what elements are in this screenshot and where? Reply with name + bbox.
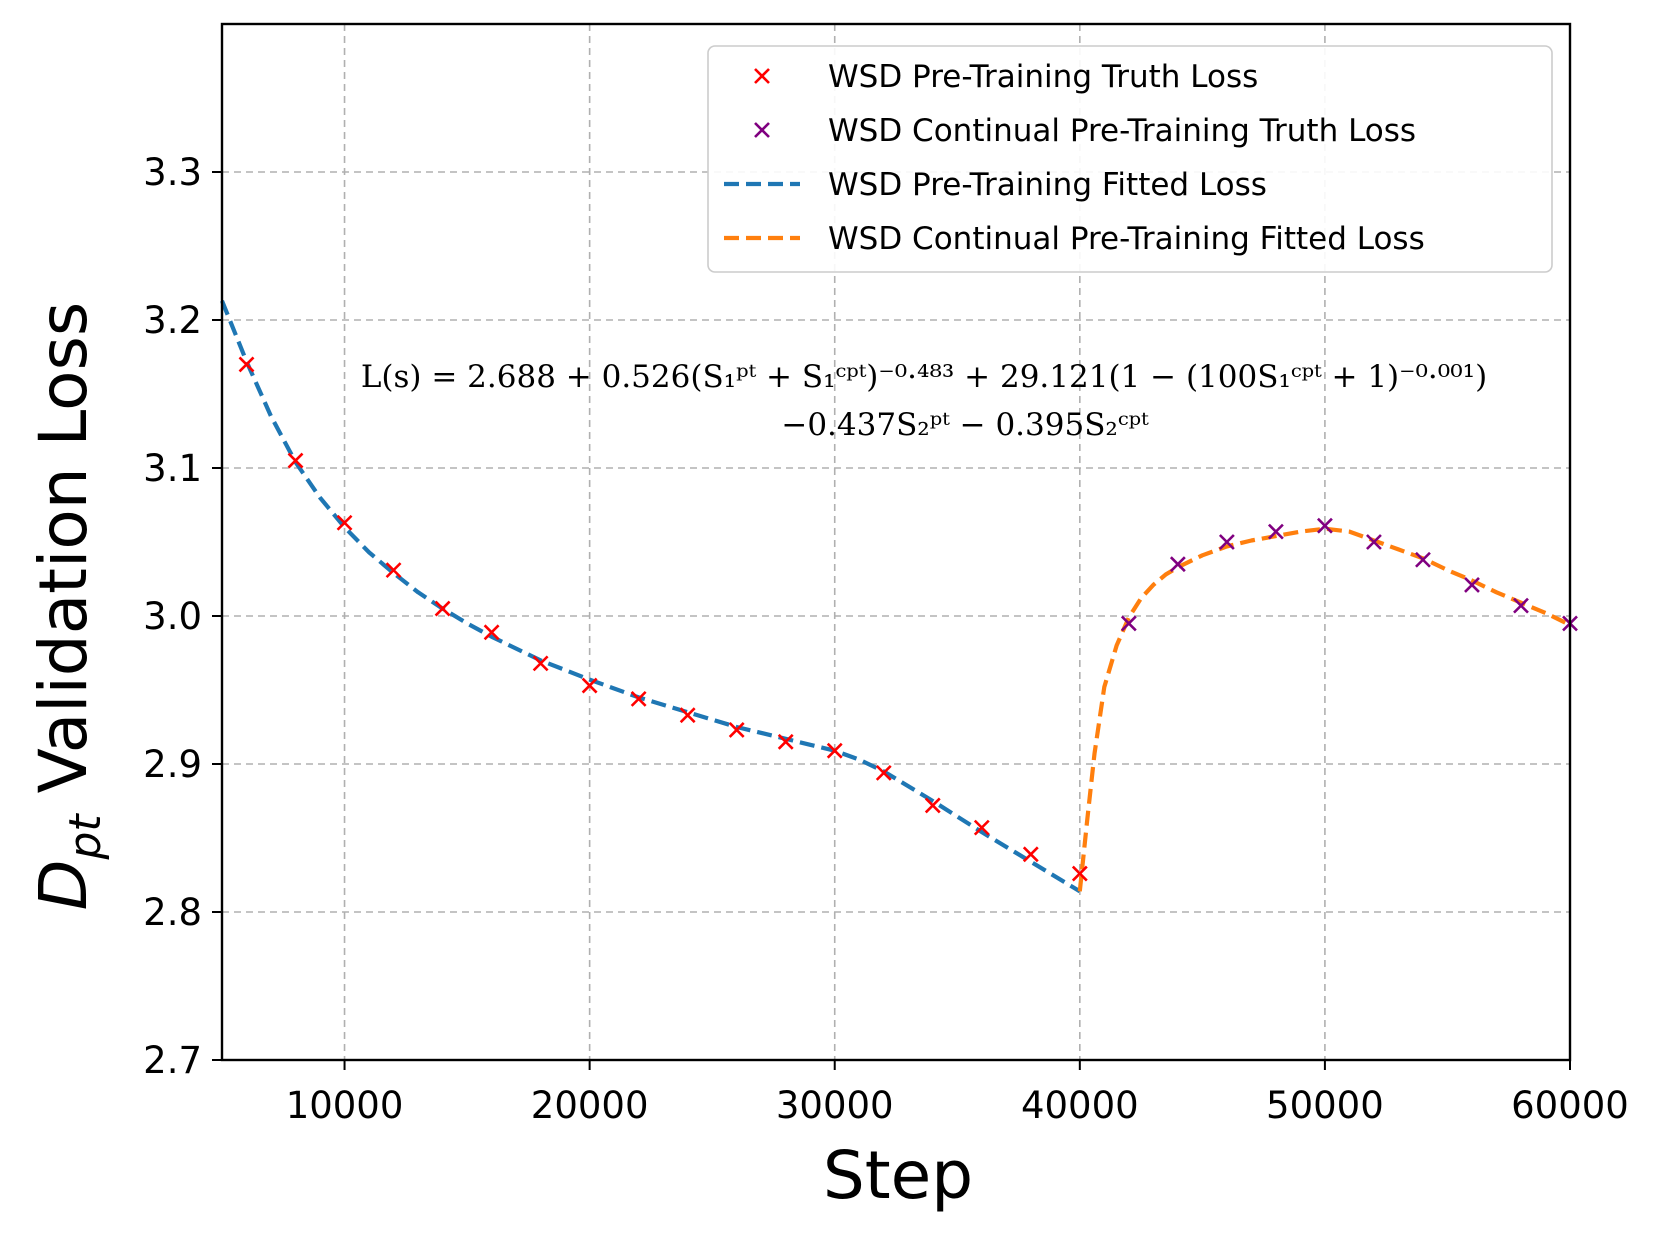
ticks	[212, 171, 1571, 1070]
data-point-series-0	[238, 356, 255, 373]
legend-label-1: WSD Continual Pre-Training Truth Loss	[828, 113, 1416, 149]
data-point-series-0	[1022, 846, 1039, 863]
legend-label-0: WSD Pre-Training Truth Loss	[828, 59, 1258, 95]
data-point-series-0	[679, 707, 696, 724]
data-point-series-0	[973, 819, 990, 836]
data-point-series-1	[1366, 534, 1382, 550]
data-point-series-0	[581, 677, 598, 694]
y-tick-label: 2.7	[143, 1039, 202, 1082]
data-point-series-0	[483, 624, 500, 641]
x-tick-label: 30000	[776, 1084, 894, 1127]
data-point-series-1	[1316, 517, 1333, 534]
y-tick-label: 3.2	[143, 299, 202, 342]
y-tick-label: 3.1	[143, 447, 202, 490]
data-point-series-0	[385, 562, 402, 579]
data-point-series-0	[1071, 865, 1088, 882]
data-point-series-1	[1464, 577, 1480, 593]
x-tick-label: 40000	[1021, 1084, 1139, 1127]
legend-marker-0	[754, 68, 770, 84]
y-tick-label: 3.3	[143, 151, 202, 194]
data-point-series-0	[532, 655, 549, 672]
legend-box	[707, 45, 1553, 273]
data-point-series-0	[826, 742, 843, 759]
legend-label-2: WSD Pre-Training Fitted Loss	[828, 167, 1267, 203]
y-axis-title-rest: Validation Loss	[25, 302, 102, 815]
data-point-series-1	[1267, 523, 1284, 540]
x-axis-title: Step	[823, 1137, 973, 1214]
data-point-series-0	[630, 690, 647, 707]
data-point-series-0	[728, 722, 745, 738]
y-tick-label: 2.8	[143, 891, 202, 934]
data-point-series-0	[924, 797, 941, 814]
data-point-series-0	[336, 514, 353, 531]
data-point-series-1	[1218, 534, 1235, 550]
series-line-2	[220, 300, 1081, 894]
data-point-series-1	[1415, 551, 1431, 568]
tick-labels: 10000 20000 30000 40000 50000 60000 2.7 2.8 2.9 3…	[143, 151, 1629, 1127]
data-point-series-0	[777, 733, 794, 750]
formula-annotation: L(s) = 2.688 + 0.526(S₁ᵖᵗ + S₁ᶜᵖᵗ)⁻⁰·⁴⁸³…	[361, 359, 1487, 443]
data-point-series-0	[287, 452, 304, 469]
plot-markers	[238, 356, 1578, 882]
legend-items: WSD Pre-Training Truth Loss WSD Continual…	[724, 59, 1425, 257]
y-axis-title: Dpt Validation Loss	[25, 302, 111, 911]
data-point-series-0	[434, 600, 451, 617]
series-line-3	[1077, 526, 1571, 892]
data-point-series-1	[1513, 597, 1529, 614]
legend: WSD Pre-Training Truth Loss WSD Continual…	[707, 45, 1553, 273]
formula-line-2: −0.437S₂ᵖᵗ − 0.395S₂ᶜᵖᵗ	[781, 407, 1149, 443]
plot-lines	[220, 300, 1571, 894]
formula-line-1: L(s) = 2.688 + 0.526(S₁ᵖᵗ + S₁ᶜᵖᵗ)⁻⁰·⁴⁸³…	[361, 359, 1487, 395]
data-point-series-1	[1169, 556, 1186, 573]
x-tick-label: 50000	[1266, 1084, 1384, 1127]
legend-label-3: WSD Continual Pre-Training Fitted Loss	[828, 221, 1425, 257]
y-tick-label: 3.0	[143, 595, 202, 638]
y-axis-title-base: D	[25, 860, 102, 911]
y-tick-label: 2.9	[143, 743, 202, 786]
legend-marker-1	[754, 122, 770, 138]
axes-frame	[220, 22, 1572, 1062]
data-point-series-1	[1120, 615, 1137, 632]
x-tick-label: 10000	[286, 1084, 404, 1127]
y-axis-title-sub: pt	[60, 813, 111, 861]
data-point-series-0	[875, 764, 892, 781]
x-tick-label: 20000	[531, 1084, 649, 1127]
x-tick-label: 60000	[1511, 1084, 1629, 1127]
